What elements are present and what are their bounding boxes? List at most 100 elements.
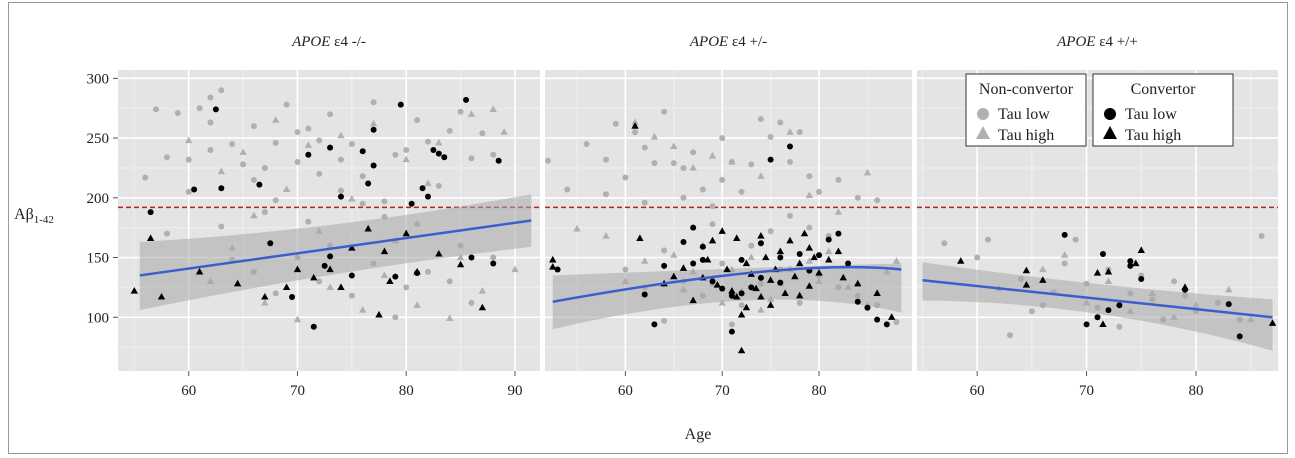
nonconvertor-tau-high-point	[380, 271, 389, 279]
convertor-tau-low-point	[370, 162, 377, 169]
convertor-tau-low-point	[816, 252, 823, 259]
nonconvertor-tau-low-point	[240, 161, 247, 168]
panel-title: APOE ε4 -/-	[291, 34, 366, 50]
nonconvertor-tau-low-point	[719, 260, 726, 267]
convertor-tau-low-point	[1061, 231, 1068, 238]
convertor-tau-low-point	[490, 260, 497, 267]
nonconvertor-tau-low-point	[757, 115, 764, 122]
nonconvertor-tau-high-point	[326, 283, 334, 290]
convertor-tau-high-point	[1022, 281, 1031, 288]
nonconvertor-tau-low-point	[632, 129, 639, 136]
convertor-tau-low-point	[1116, 302, 1123, 309]
nonconvertor-tau-low-point	[316, 278, 323, 285]
convertor-tau-low-point	[1083, 321, 1090, 328]
nonconvertor-tau-low-point	[1116, 323, 1123, 330]
convertor-tau-low-point	[777, 254, 784, 261]
legend-label-tau-high: Tau high	[998, 127, 1054, 144]
convertor-tau-high-point	[781, 289, 789, 296]
nonconvertor-tau-low-point	[612, 120, 619, 127]
nonconvertor-tau-high-point	[456, 253, 465, 261]
x-tick-label: 70	[1079, 383, 1094, 399]
nonconvertor-tau-low-point	[392, 151, 399, 158]
nonconvertor-tau-high-point	[1225, 285, 1233, 293]
nonconvertor-tau-high-point	[863, 168, 872, 176]
convertor-tau-high-point	[825, 255, 833, 263]
nonconvertor-tau-low-point	[603, 191, 610, 198]
convertor-tau-high-point	[887, 313, 896, 320]
convertor-tau-low-point	[661, 262, 668, 269]
nonconvertor-tau-low-point	[229, 141, 236, 148]
convertor-tau-high-point	[1137, 246, 1145, 253]
nonconvertor-tau-high-point	[1039, 265, 1047, 273]
nonconvertor-tau-low-point	[327, 111, 334, 118]
convertor-tau-high-point	[733, 292, 741, 300]
x-axis-label: Age	[685, 426, 712, 443]
nonconvertor-tau-low-point	[381, 198, 388, 205]
legend-title: Non-convertor	[979, 81, 1074, 98]
convertor-tau-high-point	[957, 257, 965, 264]
x-tick-label: 80	[812, 383, 827, 399]
nonconvertor-tau-low-point	[337, 187, 344, 194]
convertor-tau-high-point	[800, 229, 809, 237]
nonconvertor-tau-low-point	[446, 278, 453, 285]
nonconvertor-tau-low-point	[490, 254, 497, 261]
nonconvertor-tau-low-point	[446, 127, 453, 134]
nonconvertor-tau-low-point	[414, 117, 421, 124]
convertor-tau-high-point	[810, 253, 818, 261]
nonconvertor-tau-low-point	[796, 299, 803, 306]
convertor-tau-low-point	[392, 273, 399, 280]
nonconvertor-tau-low-point	[564, 186, 571, 193]
nonconvertor-tau-low-point	[974, 254, 981, 261]
nonconvertor-tau-high-point	[834, 208, 843, 215]
convertor-tau-low-point	[1105, 307, 1112, 314]
convertor-tau-high-point	[380, 247, 389, 255]
convertor-tau-low-point	[327, 253, 334, 260]
convertor-tau-low-point	[408, 200, 415, 207]
convertor-tau-low-point	[337, 193, 344, 200]
fit-line	[552, 265, 902, 303]
convertor-tau-high-point	[261, 292, 269, 300]
nonconvertor-tau-low-point	[261, 164, 268, 171]
convertor-tau-high-point	[854, 279, 862, 287]
nonconvertor-tau-low-point	[490, 151, 497, 158]
nonconvertor-tau-low-point	[874, 197, 881, 204]
convertor-tau-high-point	[631, 122, 639, 129]
convertor-tau-high-point	[146, 234, 155, 242]
nonconvertor-tau-low-point	[283, 101, 290, 108]
nonconvertor-tau-low-point	[1028, 308, 1035, 315]
nonconvertor-tau-low-point	[680, 194, 687, 201]
nonconvertor-tau-low-point	[294, 158, 301, 165]
nonconvertor-tau-high-point	[489, 105, 497, 113]
convertor-tau-high-point	[293, 265, 302, 273]
nonconvertor-tau-low-point	[424, 268, 431, 275]
convertor-tau-low-point	[757, 274, 764, 281]
convertor-tau-high-point	[713, 281, 722, 288]
convertor-tau-high-point	[737, 310, 746, 318]
nonconvertor-tau-low-point	[651, 160, 658, 167]
nonconvertor-tau-high-point	[250, 211, 258, 219]
nonconvertor-tau-low-point	[403, 147, 410, 154]
fit-line	[139, 219, 532, 277]
nonconvertor-tau-low-point	[207, 119, 214, 126]
nonconvertor-tau-low-point	[337, 156, 344, 163]
legend-convertor: Convertor Tau low Tau high	[1092, 73, 1234, 147]
nonconvertor-tau-low-point	[250, 176, 257, 183]
x-tick-label: 70	[715, 383, 730, 399]
convertor-tau-low-point	[554, 266, 561, 273]
nonconvertor-tau-low-point	[457, 108, 464, 115]
nonconvertor-tau-high-point	[805, 191, 814, 199]
convertor-tau-low-point	[370, 126, 377, 133]
nonconvertor-tau-low-point	[719, 135, 726, 142]
convertor-tau-high-point	[1104, 267, 1113, 275]
convertor-tau-low-point	[256, 181, 263, 188]
nonconvertor-tau-low-point	[728, 321, 735, 328]
nonconvertor-tau-high-point	[892, 257, 901, 264]
convertor-tau-low-point	[310, 323, 317, 330]
convertor-tau-high-point	[364, 224, 372, 232]
legend-nonconvertor: Non-convertor Tau low Tau high	[965, 73, 1087, 147]
convertor-tau-high-point	[636, 234, 644, 242]
nonconvertor-tau-high-point	[631, 118, 639, 126]
convertor-tau-high-point	[839, 273, 847, 281]
panel-background	[545, 70, 912, 371]
convertor-tau-low-point	[463, 96, 470, 103]
